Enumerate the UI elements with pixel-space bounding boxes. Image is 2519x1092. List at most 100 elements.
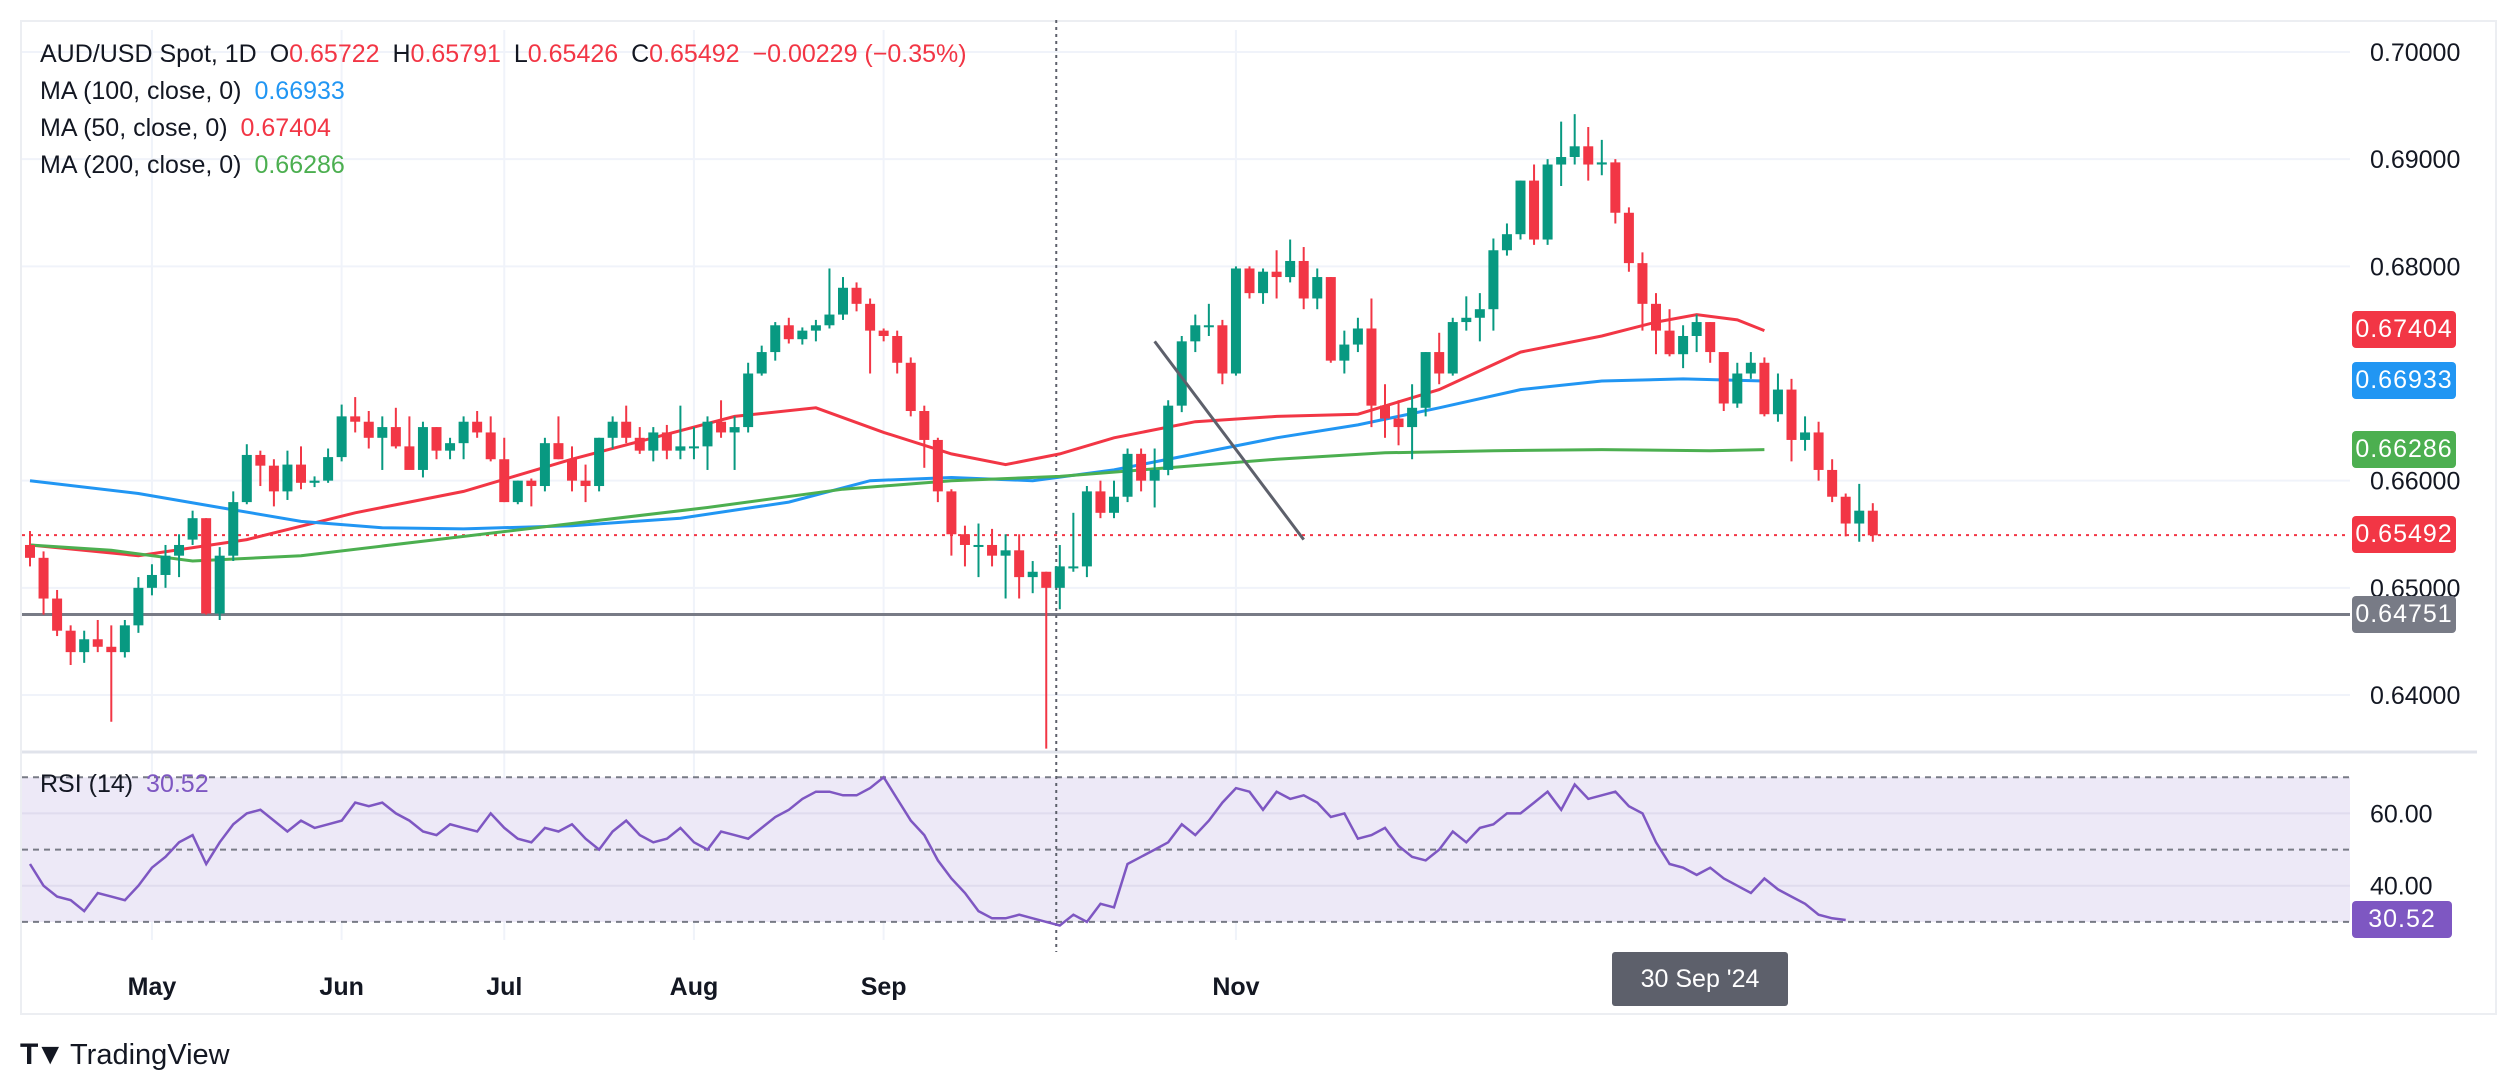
candle-body xyxy=(65,630,76,653)
change-value: −0.00229 (−0.35%) xyxy=(752,40,967,68)
ma-line-500 xyxy=(29,313,1765,558)
candle-body xyxy=(1515,180,1526,235)
candle-body xyxy=(282,464,293,492)
candle-body xyxy=(1569,146,1580,158)
ma200-label: MA (200, close, 0) xyxy=(40,151,242,179)
candle-body xyxy=(241,454,252,503)
candle-body xyxy=(1136,453,1147,481)
candle-body xyxy=(1542,164,1553,240)
candle-body xyxy=(1325,277,1336,361)
candle-body xyxy=(1339,344,1350,361)
candle-body xyxy=(1705,322,1716,353)
candle-body xyxy=(336,416,347,458)
candle-body xyxy=(797,330,808,340)
candle-body xyxy=(946,491,957,535)
candle-body xyxy=(1258,271,1269,294)
candle-body xyxy=(1068,566,1079,569)
candle-body xyxy=(268,465,279,492)
candle-body xyxy=(309,480,320,483)
tradingview-brand[interactable]: T▼ TradingView xyxy=(20,1038,230,1072)
rsi-band xyxy=(22,777,2350,922)
candle-body xyxy=(445,443,456,451)
candle-body xyxy=(567,459,577,481)
candle-body xyxy=(1420,352,1431,408)
candle-body xyxy=(187,518,198,540)
candle-body xyxy=(1447,322,1458,374)
crosshair-date-label: 30 Sep '24 xyxy=(1612,952,1788,1006)
last-price-tag: 0.65492 xyxy=(2352,516,2456,553)
ma-line-200 xyxy=(29,448,1765,563)
candle-body xyxy=(390,427,401,447)
candle-body xyxy=(323,457,334,481)
candle-body xyxy=(1800,432,1811,440)
candle-body xyxy=(810,325,821,331)
candle-body xyxy=(553,443,564,460)
ma100-legend[interactable]: MA (100, close, 0) 0.66933 xyxy=(40,77,351,106)
candle-body xyxy=(1664,330,1675,355)
ma50-legend[interactable]: MA (50, close, 0) 0.67404 xyxy=(40,114,337,143)
candle-body xyxy=(1407,407,1418,428)
symbol-legend: AUD/USD Spot, 1D O0.65722 H0.65791 L0.65… xyxy=(40,40,973,69)
close-label: C xyxy=(631,40,650,68)
candle-body xyxy=(1651,303,1661,331)
candle-body xyxy=(472,421,483,433)
open-value: 0.65722 xyxy=(289,40,380,68)
candle-body xyxy=(174,544,185,556)
high-label: H xyxy=(392,40,411,68)
candle-body xyxy=(1691,322,1702,336)
candle-body xyxy=(1759,362,1770,415)
time-axis-label: Nov xyxy=(1212,973,1259,1001)
ma100-label: MA (100, close, 0) xyxy=(40,77,242,105)
close-value: 0.65492 xyxy=(649,40,740,68)
candle-body xyxy=(973,544,984,547)
candle-body xyxy=(1380,405,1390,419)
candle-body xyxy=(417,427,428,470)
ma200-legend[interactable]: MA (200, close, 0) 0.66286 xyxy=(40,151,351,180)
rsi-legend[interactable]: RSI (14) 30.52 xyxy=(40,770,215,799)
candle-body xyxy=(932,439,943,492)
ma-line-100 xyxy=(29,377,1765,531)
candle-body xyxy=(1474,309,1485,318)
candle-body xyxy=(458,421,469,444)
candle-body xyxy=(1732,373,1743,404)
candle-body xyxy=(119,625,130,653)
candle-body xyxy=(499,459,510,503)
candle-body xyxy=(851,287,862,304)
candle-body xyxy=(743,373,754,428)
chart-frame xyxy=(20,20,2497,1015)
candle-body xyxy=(729,427,740,433)
candle-body xyxy=(1596,162,1607,165)
candle-body xyxy=(1623,212,1634,264)
candle-body xyxy=(1583,146,1594,165)
candle-body xyxy=(1244,268,1255,294)
candle-body xyxy=(905,362,916,412)
candle-body xyxy=(1813,432,1824,470)
candle-body xyxy=(1772,389,1783,415)
candle-body xyxy=(201,518,212,614)
candle-body xyxy=(607,421,618,438)
candle-body xyxy=(363,421,374,438)
candle-body xyxy=(1081,491,1092,567)
candle-body xyxy=(1041,571,1052,588)
candle-body xyxy=(1434,352,1445,374)
price-axis-label: 0.70000 xyxy=(2370,39,2460,67)
candle-body xyxy=(214,555,225,614)
trendline xyxy=(1153,340,1305,541)
candle-body xyxy=(1176,341,1187,406)
price-axis-label: 0.68000 xyxy=(2370,253,2460,281)
candle-body xyxy=(350,416,361,422)
candle-body xyxy=(878,330,889,336)
tradingview-logo-icon: T▼ xyxy=(20,1038,65,1071)
candle-body xyxy=(52,598,63,631)
rsi-axis-label: 60.00 xyxy=(2370,800,2433,828)
candle-body xyxy=(1190,325,1201,342)
candle-body xyxy=(1149,469,1160,481)
candle-body xyxy=(661,432,672,451)
candle-body xyxy=(634,437,645,451)
time-axis-label: Jun xyxy=(319,973,363,1001)
candle-body xyxy=(38,557,49,599)
candle-body xyxy=(648,432,659,451)
time-axis-label: Aug xyxy=(670,973,719,1001)
candle-body xyxy=(1014,550,1025,578)
